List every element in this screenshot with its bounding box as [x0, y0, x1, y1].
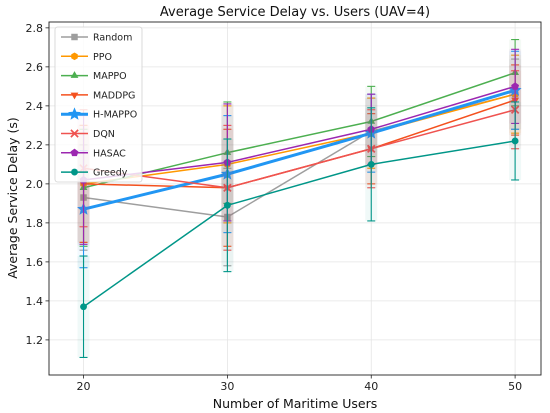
ticks: 20 30 40 50 1.2 1.4 1.6 1.8 2.0 2.2 2.4 2.6 2.8 [26, 22, 523, 393]
y-tick-label: 2.6 [26, 61, 44, 74]
axes-frame [48, 21, 542, 376]
legend-marker-hasac [70, 148, 79, 157]
legend-item-greedy: Greedy [61, 168, 128, 179]
y-tick-label: 2.0 [26, 178, 44, 191]
series-line-mappo [82, 71, 516, 189]
legend-item-ppo: PPO [61, 52, 112, 63]
legend-label-greedy: Greedy [93, 168, 128, 179]
marker-greedy-40 [367, 160, 375, 168]
y-tick-label: 1.6 [26, 256, 44, 269]
chart-title: Average Service Delay vs. Users (UAV=4) [160, 5, 430, 20]
y-tick-label: 2.2 [26, 139, 44, 152]
series-line-greedy [82, 140, 516, 308]
x-axis-label: Number of Maritime Users [213, 396, 377, 411]
legend-label-dqn: DQN [93, 129, 115, 140]
legend-item-random: Random [61, 33, 132, 44]
series-line-dqn [82, 109, 516, 189]
marker-greedy-30 [223, 201, 231, 209]
y-tick-label: 1.2 [26, 334, 44, 347]
x-tick-label: 40 [364, 380, 378, 393]
legend-marker-random [71, 33, 78, 41]
x-tick-label: 20 [77, 380, 91, 393]
x-tick-label: 30 [220, 380, 234, 393]
legend-label-hasac: HASAC [93, 148, 126, 159]
legend-marker-maddpg [70, 92, 79, 100]
legend-marker-ppo [71, 52, 78, 61]
series-line-hasac [82, 85, 516, 181]
series-greedy [77, 101, 522, 358]
legend-item-mappo: MAPPO [61, 71, 127, 82]
marker-hasac-50 [511, 82, 520, 90]
legend-marker-dqn [70, 129, 79, 138]
marker-greedy-50 [511, 137, 519, 145]
legend-label-mappo: MAPPO [93, 71, 127, 82]
legend-label-random: Random [93, 33, 132, 44]
legend-item-maddpg: MADDPG [61, 90, 135, 101]
series-line-ppo [82, 93, 516, 185]
y-tick-label: 1.4 [26, 295, 44, 308]
legend-box [54, 26, 143, 183]
y-tick-label: 2.8 [26, 22, 44, 35]
series-line-h-mappo [82, 88, 517, 211]
legend-marker-mappo [70, 71, 79, 78]
y-axis-label: Average Service Delay (s) [5, 117, 20, 279]
legend: Random PPO MAPPO MADDPG H-MAPPO DQN HASAC Greed… [54, 26, 143, 183]
legend-label-ppo: PPO [93, 52, 112, 63]
legend-label-h-mappo: H-MAPPO [93, 110, 137, 121]
legend-label-maddpg: MADDPG [93, 90, 135, 101]
y-tick-label: 1.8 [26, 217, 44, 230]
legend-item-dqn: DQN [61, 129, 115, 140]
legend-item-h-mappo: H-MAPPO [61, 107, 137, 121]
y-tick-label: 2.4 [26, 100, 44, 113]
x-tick-label: 50 [508, 380, 522, 393]
legend-item-hasac: HASAC [61, 148, 126, 159]
legend-marker-greedy [71, 168, 78, 176]
legend-marker-h-mappo [68, 107, 81, 120]
marker-greedy-20 [80, 303, 87, 311]
